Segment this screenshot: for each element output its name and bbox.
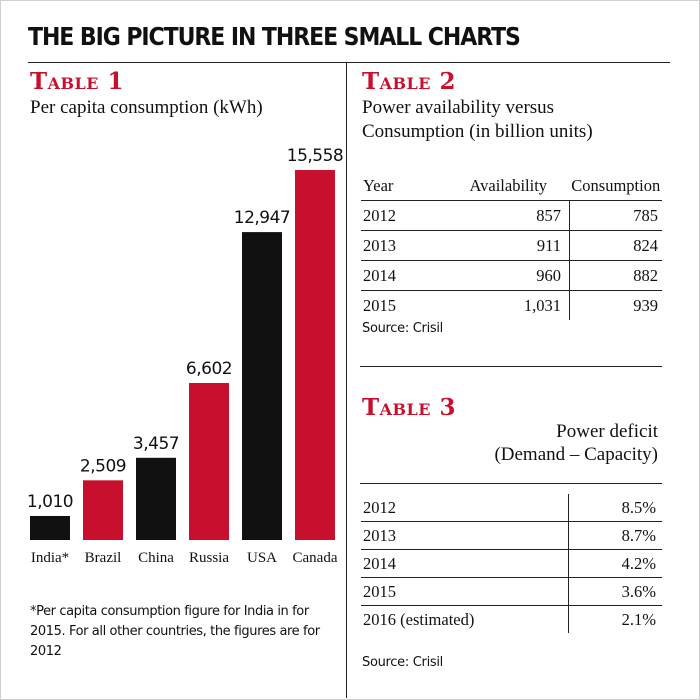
table2-subtitle-line1: Power availability versus bbox=[362, 97, 555, 118]
availability-table: Year Availability Consumption 2012 857 7… bbox=[361, 172, 662, 320]
availability-cell: 1,031 bbox=[447, 290, 570, 320]
category-label: Canada bbox=[293, 550, 338, 566]
category-label: USA bbox=[247, 550, 277, 566]
table-row: 2016 (estimated) 2.1% bbox=[361, 605, 662, 633]
power-deficit-table: 2012 8.5% 2013 8.7% 2014 4.2% 2015 3.6% … bbox=[361, 494, 662, 633]
table2-heading: Table 2 bbox=[362, 68, 457, 95]
table1-heading: Table 1 bbox=[30, 68, 125, 95]
table-row: 2014 4.2% bbox=[361, 549, 662, 578]
bar-value-label: 12,947 bbox=[234, 208, 290, 228]
availability-cell: 857 bbox=[447, 200, 570, 231]
deficit-cell: 8.5% bbox=[621, 497, 656, 517]
year-cell: 2015 bbox=[361, 577, 569, 606]
table-row: 2012 8.5% bbox=[361, 494, 662, 522]
table-row: 2013 8.7% bbox=[361, 521, 662, 550]
table-row: 2013 911 824 bbox=[361, 230, 662, 261]
table-row: 2012 857 785 bbox=[361, 200, 662, 231]
column-header-availability: Availability bbox=[469, 176, 548, 195]
table3-subtitle-line1: Power deficit bbox=[556, 421, 658, 442]
year-cell: 2014 bbox=[361, 260, 447, 291]
deficit-cell: 8.7% bbox=[568, 521, 662, 550]
category-label: Russia bbox=[189, 550, 229, 566]
year-cell: 2015 bbox=[361, 290, 447, 320]
title-rule bbox=[28, 62, 670, 63]
table3-subtitle-line2: (Demand – Capacity) bbox=[494, 444, 658, 465]
bar-russia bbox=[189, 382, 229, 540]
page-title: THE BIG PICTURE IN THREE SMALL CHARTS bbox=[28, 22, 521, 51]
table2-subtitle-line2: Consumption (in billion units) bbox=[362, 121, 593, 142]
consumption-cell: 882 bbox=[569, 260, 662, 291]
availability-cell: 960 bbox=[447, 260, 570, 291]
year-cell: 2013 bbox=[361, 230, 447, 261]
category-label: India* bbox=[31, 550, 69, 566]
bar-value-label: 1,010 bbox=[27, 492, 73, 512]
bar-value-label: 2,509 bbox=[80, 456, 126, 476]
bar-value-label: 3,457 bbox=[133, 434, 179, 454]
category-label: China bbox=[138, 550, 174, 566]
table1-subtitle: Per capita consumption (kWh) bbox=[30, 97, 263, 118]
per-capita-bar-chart: 1,010 India* 2,509 Brazil 3,457 China 6,602 Rus… bbox=[27, 146, 344, 566]
table-row: 2015 1,031 939 bbox=[361, 290, 662, 320]
year-cell: 2012 bbox=[361, 200, 447, 231]
table3-heading: Table 3 bbox=[362, 394, 457, 421]
table-row: 2014 960 882 bbox=[361, 260, 662, 291]
bar-value-label: 6,602 bbox=[186, 359, 232, 379]
column-header-year: Year bbox=[363, 176, 394, 195]
year-cell: 2012 bbox=[361, 494, 569, 522]
deficit-cell: 3.6% bbox=[568, 577, 662, 606]
availability-cell: 911 bbox=[447, 230, 570, 261]
bar-usa bbox=[242, 232, 282, 541]
category-label: Brazil bbox=[85, 550, 122, 566]
table3-top-rule bbox=[360, 483, 662, 484]
bar-india bbox=[30, 515, 70, 540]
column-header-consumption: Consumption bbox=[571, 176, 661, 195]
consumption-cell: 785 bbox=[569, 200, 662, 231]
consumption-cell: 824 bbox=[569, 230, 662, 261]
table1-footnote: *Per capita consumption figure for India… bbox=[30, 604, 320, 659]
year-cell: 2016 (estimated) bbox=[361, 605, 569, 633]
bar-brazil bbox=[83, 480, 123, 540]
column-divider bbox=[346, 62, 347, 698]
year-cell: 2013 bbox=[361, 521, 569, 550]
table-row: 2015 3.6% bbox=[361, 577, 662, 606]
table2-source: Source: Crisil bbox=[362, 321, 443, 336]
table3-source: Source: Crisil bbox=[362, 655, 443, 670]
deficit-cell: 4.2% bbox=[568, 549, 662, 578]
bar-china bbox=[136, 457, 176, 540]
section-rule bbox=[360, 366, 662, 367]
consumption-cell: 939 bbox=[569, 290, 662, 320]
year-cell: 2014 bbox=[361, 549, 569, 578]
bar-value-label: 15,558 bbox=[287, 146, 343, 166]
table-header-row: Year Availability Consumption bbox=[361, 172, 662, 201]
bar-canada bbox=[295, 170, 335, 540]
deficit-cell: 2.1% bbox=[568, 605, 662, 633]
